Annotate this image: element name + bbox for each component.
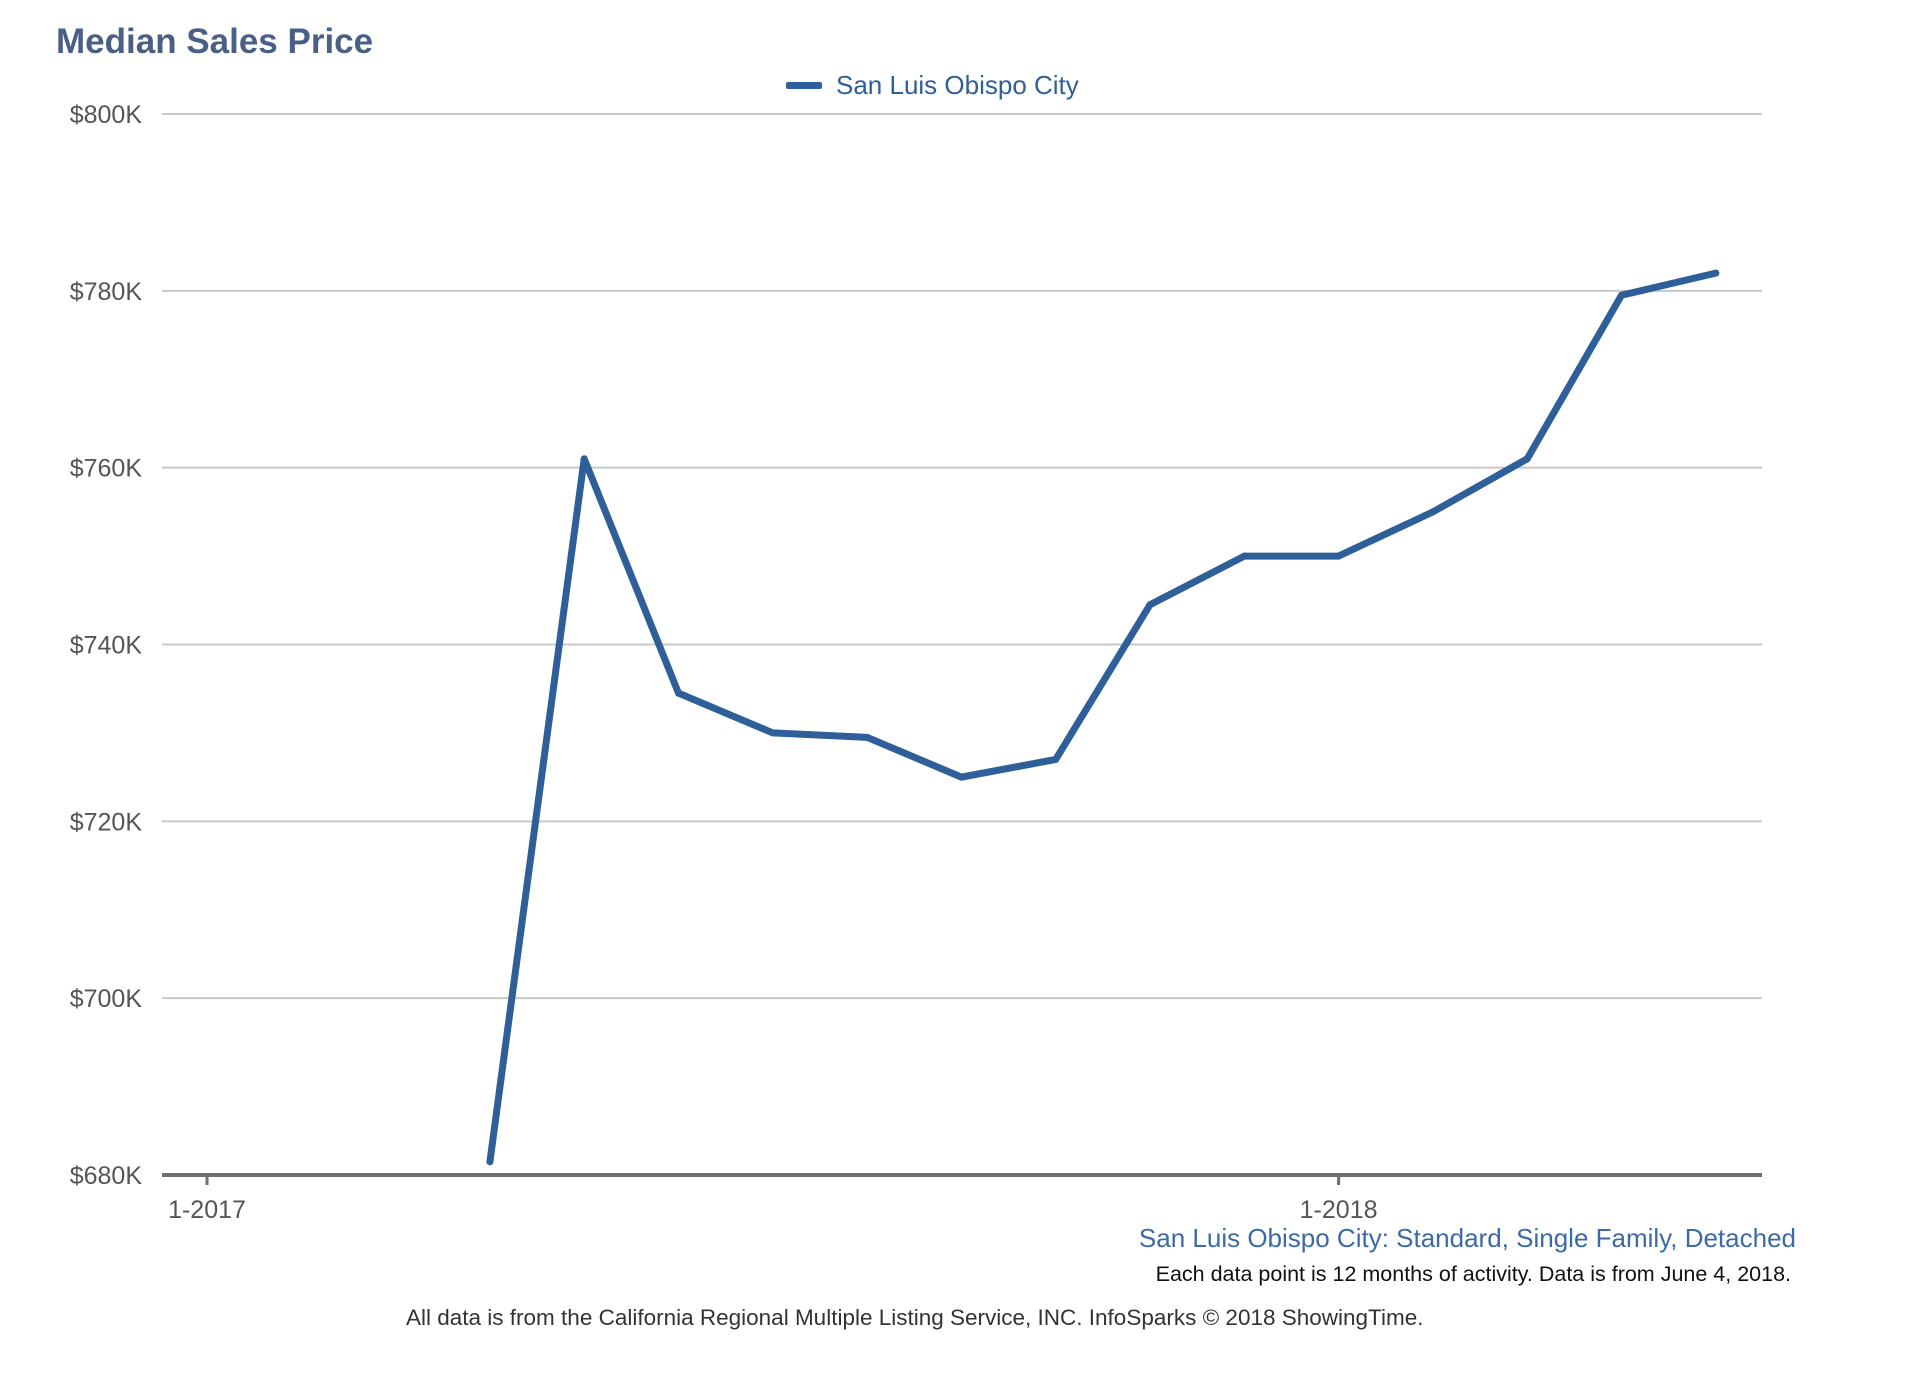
data-point xyxy=(1240,552,1248,560)
data-point xyxy=(1712,269,1720,277)
data-point xyxy=(486,1158,494,1166)
data-point xyxy=(1335,552,1343,560)
data-point xyxy=(675,689,682,697)
gridlines xyxy=(162,113,1762,1000)
legend-label-san-luis-obispo-city: San Luis Obispo City xyxy=(836,70,1079,100)
legend-swatch-san-luis-obispo-city xyxy=(786,82,822,89)
data-point xyxy=(1429,508,1437,516)
y-tick-label: $780K xyxy=(70,278,143,306)
x-tick-label: 1-2018 xyxy=(1300,1196,1378,1224)
y-tick-label: $680K xyxy=(70,1162,143,1190)
y-tick-label: $760K xyxy=(70,455,143,483)
y-tick-label: $800K xyxy=(70,101,143,129)
data-point xyxy=(769,729,777,737)
data-point xyxy=(1523,455,1531,463)
legend[interactable]: San Luis Obispo City xyxy=(786,70,1079,101)
data-point xyxy=(1618,291,1625,299)
series-layer xyxy=(486,269,1720,1166)
chart-subtitle: San Luis Obispo City: Standard, Single F… xyxy=(1138,1223,1796,1253)
x-tick-label: 1-2017 xyxy=(168,1196,246,1224)
data-point xyxy=(1146,601,1154,609)
y-tick-label: $740K xyxy=(70,632,143,660)
data-note: Each data point is 12 months of activity… xyxy=(1155,1262,1791,1286)
data-point xyxy=(957,773,965,781)
data-point xyxy=(580,455,588,463)
axes: $680K $700K $720K $740K $760K $780K $800K 1-201… xyxy=(70,101,1762,1224)
y-tick-label: $700K xyxy=(70,985,143,1013)
y-tick-label: $720K xyxy=(70,808,143,836)
series-line-san-luis-obispo-city xyxy=(486,269,1720,1166)
source-footer: All data is from the California Regional… xyxy=(406,1305,1424,1330)
data-point xyxy=(1052,755,1060,763)
data-point xyxy=(863,733,871,741)
chart-title: Median Sales Price xyxy=(56,22,374,61)
